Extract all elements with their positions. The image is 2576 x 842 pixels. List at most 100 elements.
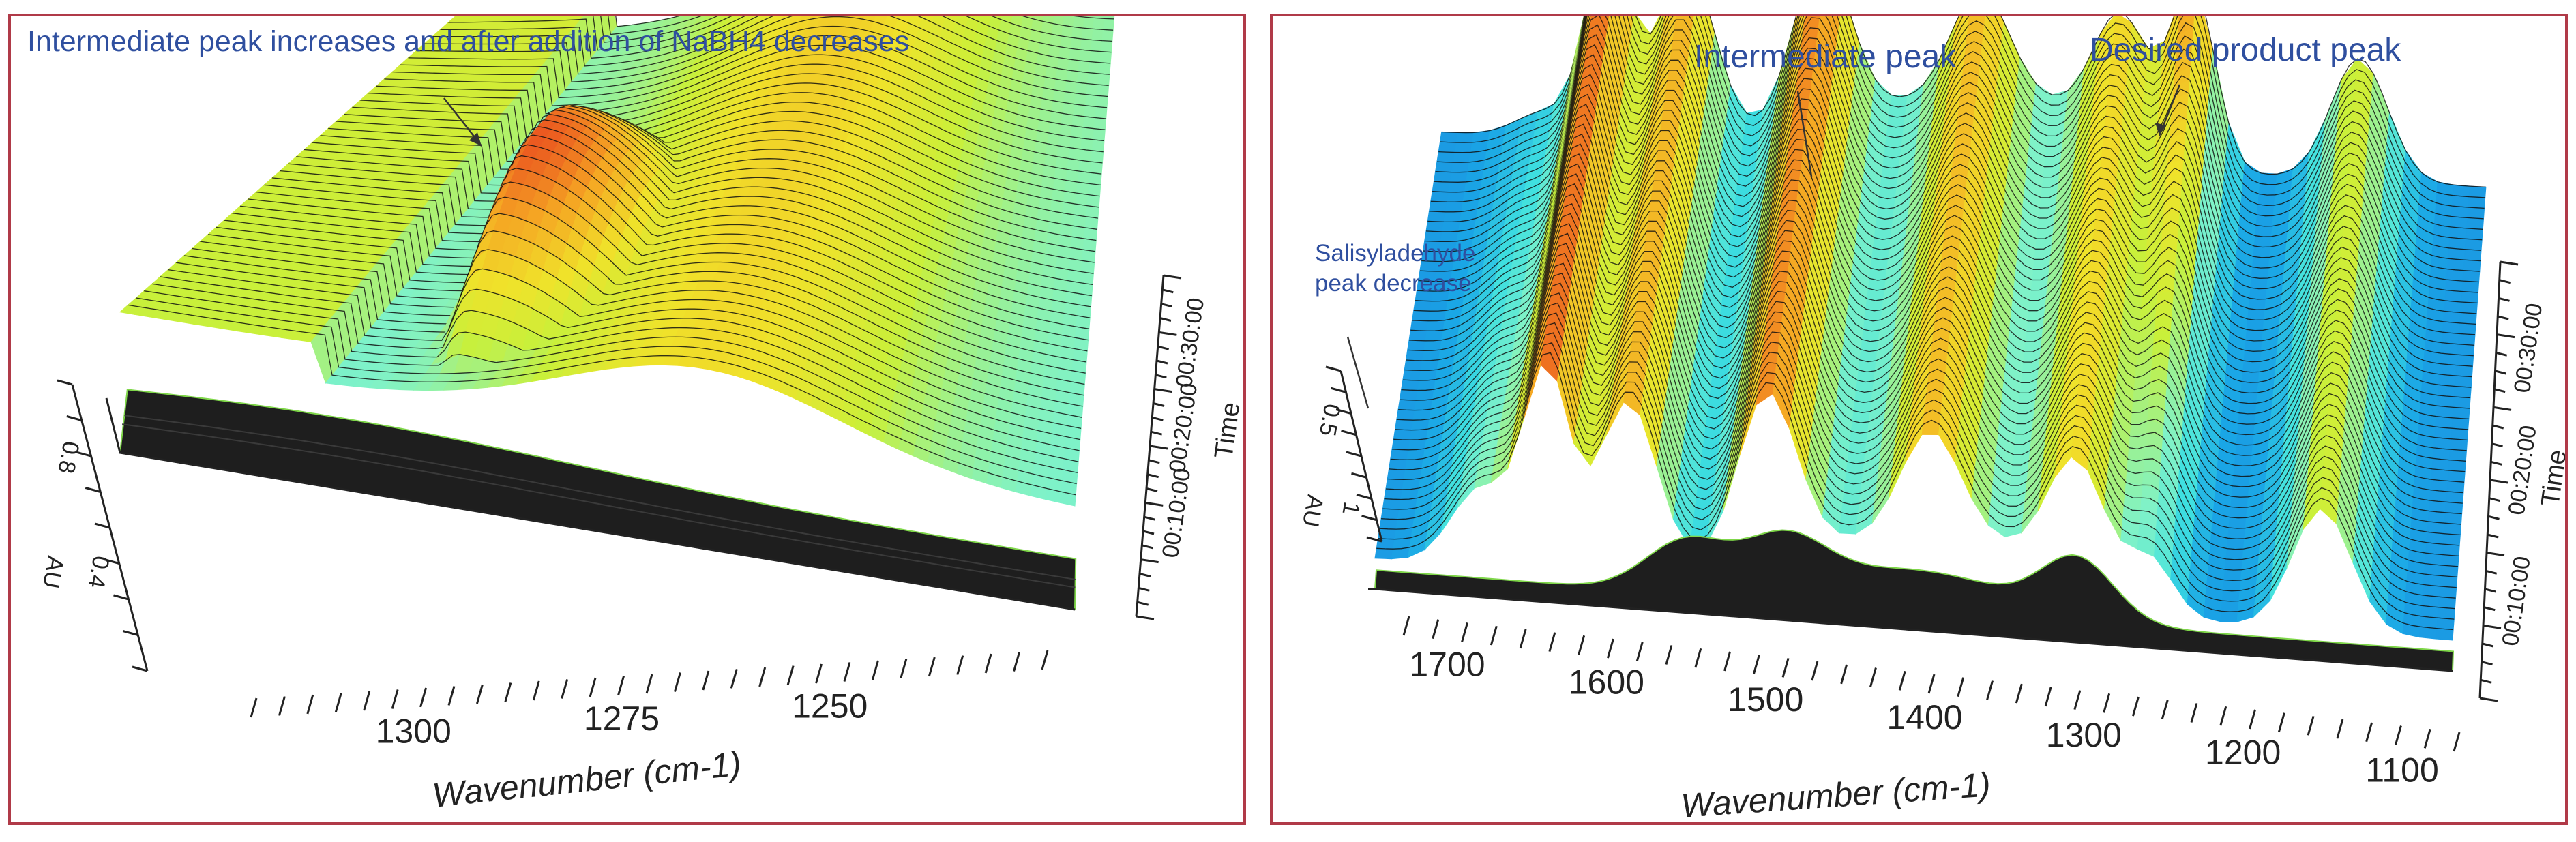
right-x-tick <box>1519 629 1527 649</box>
left-time-tick <box>1159 331 1177 336</box>
right-trace <box>1432 16 2482 251</box>
right-trace <box>1395 232 2463 504</box>
right-time-tick <box>2486 552 2505 557</box>
left-x-tick <box>561 679 569 699</box>
left-x-tick <box>786 665 795 685</box>
left-time-tick <box>1138 586 1150 592</box>
right-time-tick <box>2487 533 2499 539</box>
left-z-tick <box>85 487 101 493</box>
right-x-tick <box>1927 674 1936 694</box>
left-trace <box>160 276 1080 451</box>
right-z-tick <box>1341 430 1357 436</box>
left-x-tick <box>815 663 823 684</box>
right-trace <box>1424 44 2478 304</box>
left-annotation: Intermediate peak increases and after ad… <box>27 25 910 58</box>
left-z-tick <box>94 522 110 529</box>
right-x-tick <box>1957 677 1965 697</box>
right-trace <box>1381 322 2456 599</box>
left-trace <box>256 126 1091 318</box>
right-x-tick <box>2307 715 2315 736</box>
left-trace <box>248 134 1090 329</box>
right-z-tick <box>1346 451 1362 457</box>
left-x-tick <box>984 653 992 674</box>
left-time-tick <box>1146 487 1158 492</box>
right-x-tick-label: 1100 <box>2365 751 2439 789</box>
right-trace <box>1436 16 2484 220</box>
right-x-tick <box>1781 657 1790 678</box>
right-trace <box>1390 262 2461 536</box>
right-x-tick <box>2395 725 2402 745</box>
right-trace <box>1401 193 2466 462</box>
left-trace <box>408 25 1108 108</box>
left-trace <box>312 105 1097 241</box>
right-time-tick <box>2493 406 2512 411</box>
right-trace <box>1379 332 2455 610</box>
right-x-tick <box>2365 722 2373 742</box>
left-trace <box>360 82 1102 175</box>
right-surface <box>1374 16 2487 641</box>
left-x-tick <box>900 659 908 678</box>
right-trace <box>1400 202 2466 472</box>
left-annotation-arrowhead <box>469 132 482 146</box>
left-trace <box>208 196 1085 385</box>
left-time-tick <box>1163 274 1182 280</box>
right-time-tick <box>2482 642 2494 648</box>
left-time-tick <box>1151 416 1164 421</box>
right-z-tick <box>1325 365 1342 372</box>
left-floor-line <box>124 415 1076 580</box>
left-x-axis-label: Wavenumber (cm-1) <box>430 745 743 815</box>
left-floor-line <box>122 423 1076 588</box>
left-x-tick <box>871 660 879 680</box>
right-trace <box>1393 243 2462 515</box>
right-trace <box>1408 143 2470 409</box>
right-x-tick-label: 1200 <box>2205 734 2281 772</box>
left-trace <box>296 105 1095 263</box>
right-trace <box>1385 292 2459 567</box>
left-trace <box>240 144 1089 341</box>
left-x-tick <box>702 670 710 691</box>
right-z-tick <box>1366 536 1382 543</box>
left-z-tick <box>132 665 148 672</box>
right-time-tick-label: 00:30:00 <box>2509 301 2547 394</box>
left-z-tick <box>113 594 129 601</box>
left-time-tick <box>1137 601 1149 606</box>
right-trace <box>1441 16 2486 188</box>
left-trace <box>328 110 1098 219</box>
left-x-tick <box>334 693 342 712</box>
right-x-tick <box>1402 616 1410 636</box>
left-z-tick-label: 0.8 <box>53 439 85 475</box>
right-x-tick <box>2190 703 2198 723</box>
right-x-tick <box>1723 651 1731 672</box>
right-x-tick-label: 1300 <box>2046 716 2122 754</box>
right-trace <box>1434 16 2483 241</box>
left-x-tick <box>250 697 258 718</box>
right-trace <box>1425 34 2478 293</box>
right-trace <box>1410 133 2471 399</box>
left-x-tick <box>504 682 512 702</box>
left-trace <box>264 119 1091 307</box>
right-trace <box>1387 282 2459 557</box>
left-base-edge <box>105 397 1076 611</box>
left-trace <box>368 73 1103 164</box>
left-time-axis-label: Time <box>1209 400 1245 460</box>
product-peak-annotation: Desired product peak <box>2090 32 2401 68</box>
left-trace <box>128 304 1076 496</box>
left-time-tick <box>1154 388 1172 393</box>
right-trace <box>1430 16 2481 262</box>
right-time-tick <box>2499 279 2511 284</box>
right-z-tick <box>1361 515 1377 522</box>
right-x-tick <box>2132 696 2140 717</box>
left-trace <box>392 44 1106 130</box>
left-trace <box>432 16 1110 75</box>
right-trace <box>1384 302 2457 577</box>
right-time-tick <box>2493 388 2506 393</box>
right-time-tick <box>2480 678 2492 684</box>
right-x-tick <box>1578 635 1586 655</box>
right-x-tick <box>2161 700 2169 720</box>
right-time-tick <box>2492 424 2504 430</box>
left-trace <box>400 35 1106 119</box>
product-peak-arrowhead <box>2155 123 2166 136</box>
right-x-tick <box>1461 622 1468 642</box>
right-x-tick <box>2103 693 2111 713</box>
